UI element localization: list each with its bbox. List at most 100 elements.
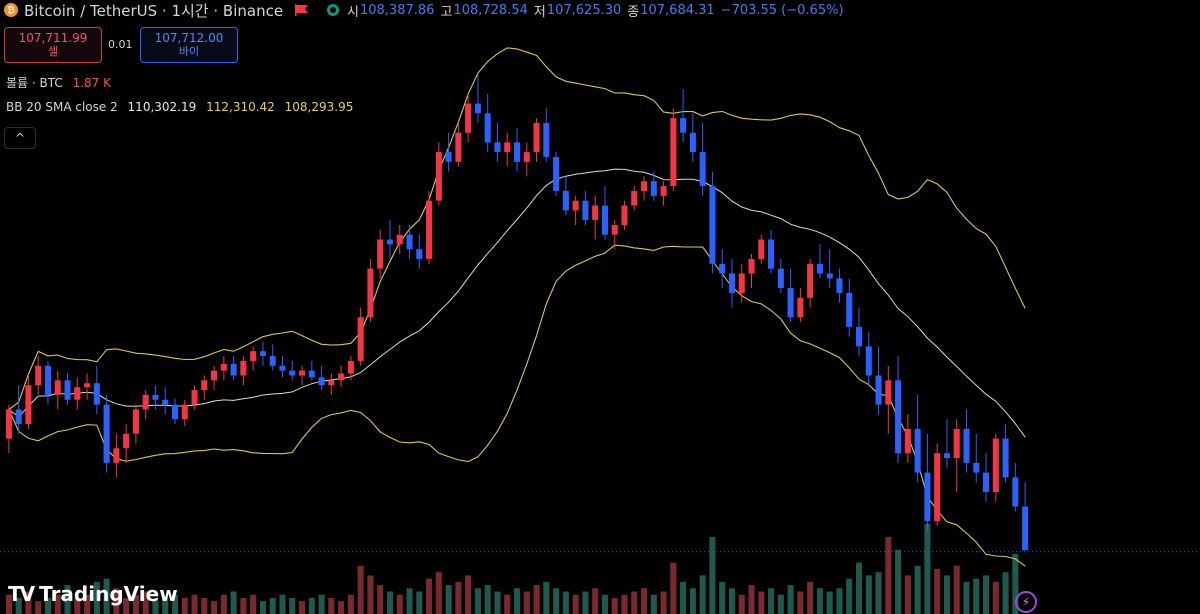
volume-bar xyxy=(865,575,872,614)
candle-body xyxy=(787,288,794,318)
candle-body xyxy=(230,363,237,376)
volume-bar xyxy=(963,581,970,614)
volume-bar xyxy=(93,581,100,614)
volume-bar xyxy=(240,597,247,614)
candle-body xyxy=(474,103,481,114)
candle-body xyxy=(777,268,784,289)
candle-body xyxy=(963,428,970,463)
candle-body xyxy=(1022,506,1029,551)
tradingview-mark-icon: TV xyxy=(8,582,35,606)
low-label: 저 xyxy=(533,4,546,20)
volume-bar xyxy=(406,588,413,614)
candle-body xyxy=(768,239,775,269)
candle-body xyxy=(924,472,931,522)
volume-legend[interactable]: 볼륨 · BTC 1.87 K xyxy=(6,74,111,91)
volume-bar xyxy=(934,569,941,614)
candle-body xyxy=(377,239,384,269)
volume-bar xyxy=(357,565,364,614)
candle-body xyxy=(54,380,61,395)
candle-body xyxy=(885,380,892,405)
candle-body xyxy=(816,263,823,274)
candle-body xyxy=(699,152,706,187)
candle-body xyxy=(582,200,589,221)
candle-body xyxy=(680,118,687,133)
candle-body xyxy=(533,122,540,153)
candle-body xyxy=(640,181,648,191)
candle-body xyxy=(992,438,999,493)
volume-bar xyxy=(895,549,902,614)
candle-body xyxy=(523,152,530,162)
candle-body xyxy=(592,205,599,221)
tradingview-name: TradingView xyxy=(39,582,178,606)
bollinger-legend[interactable]: BB 20 SMA close 2 110,302.19 112,310.42 … xyxy=(6,100,353,114)
low-value: 107,625.30 xyxy=(546,2,622,18)
candle-body xyxy=(738,273,745,293)
bb-lower-line xyxy=(8,244,1026,567)
volume-bar xyxy=(543,581,550,614)
candle-body xyxy=(728,273,736,293)
candle-body xyxy=(982,472,990,493)
volume-bar xyxy=(289,597,296,614)
candle-body xyxy=(181,404,188,420)
volume-bar xyxy=(504,594,511,614)
volume-bar xyxy=(84,594,91,614)
candle-body xyxy=(484,113,491,143)
volume-bar xyxy=(386,591,394,614)
candle-body xyxy=(895,380,902,454)
volume-bar xyxy=(982,575,990,614)
candle-body xyxy=(670,118,677,187)
candle-body xyxy=(347,360,354,374)
collapse-legend-button[interactable]: ^ xyxy=(4,127,36,149)
candle-body xyxy=(289,370,296,376)
symbol-title[interactable]: Bitcoin / TetherUS · 1시간 · Binance xyxy=(24,1,284,20)
candle-body xyxy=(1012,477,1019,507)
change-value: −703.55 (−0.65%) xyxy=(720,2,844,18)
candle-body xyxy=(406,234,413,250)
bolt-icon[interactable]: ⚡ xyxy=(1015,591,1037,613)
bb-basis-value: 110,302.19 xyxy=(127,100,197,114)
candle-body xyxy=(973,462,980,473)
candle-body xyxy=(328,380,335,386)
candle-body xyxy=(44,365,52,395)
sell-button[interactable]: 107,711.99 셀 xyxy=(4,27,102,63)
volume-bar xyxy=(582,591,589,614)
volume-bar xyxy=(494,591,501,614)
flag-icon[interactable] xyxy=(295,4,309,16)
candle-body xyxy=(855,326,863,347)
candle-body xyxy=(201,380,208,391)
candle-body xyxy=(318,377,325,386)
volume-bar xyxy=(768,588,775,614)
candle-body xyxy=(807,263,814,298)
candle-body xyxy=(621,205,628,225)
bb-label: BB 20 SMA close 2 xyxy=(6,100,118,114)
candle-body xyxy=(719,263,726,274)
volume-bar xyxy=(211,601,218,614)
bb-upper-value: 112,310.42 xyxy=(206,100,275,114)
candle-body xyxy=(689,132,696,153)
candle-body xyxy=(943,453,950,459)
status-dot-icon[interactable] xyxy=(327,4,340,16)
candle-body xyxy=(367,268,374,318)
open-value: 108,387.86 xyxy=(360,2,435,18)
candle-body xyxy=(934,453,941,522)
volume-bar xyxy=(640,588,648,614)
candle-body xyxy=(103,404,110,463)
buy-button[interactable]: 107,712.00 바이 xyxy=(140,27,238,63)
candle-body xyxy=(826,273,833,279)
candle-body xyxy=(211,370,218,381)
bolt-glyph: ⚡ xyxy=(1021,595,1031,609)
volume-label: 볼륨 · BTC xyxy=(6,76,63,90)
volume-bar xyxy=(328,597,335,614)
candle-body xyxy=(455,132,462,162)
volume-bar xyxy=(553,588,560,614)
sell-label: 셀 xyxy=(47,45,59,58)
volume-bar xyxy=(35,601,42,614)
volume-bar xyxy=(670,562,677,614)
candle-body xyxy=(113,448,120,463)
candle-body xyxy=(865,346,872,376)
candle-body xyxy=(494,142,501,153)
volume-bar xyxy=(171,594,179,614)
candle-body xyxy=(386,239,394,245)
volume-bar xyxy=(25,591,32,614)
